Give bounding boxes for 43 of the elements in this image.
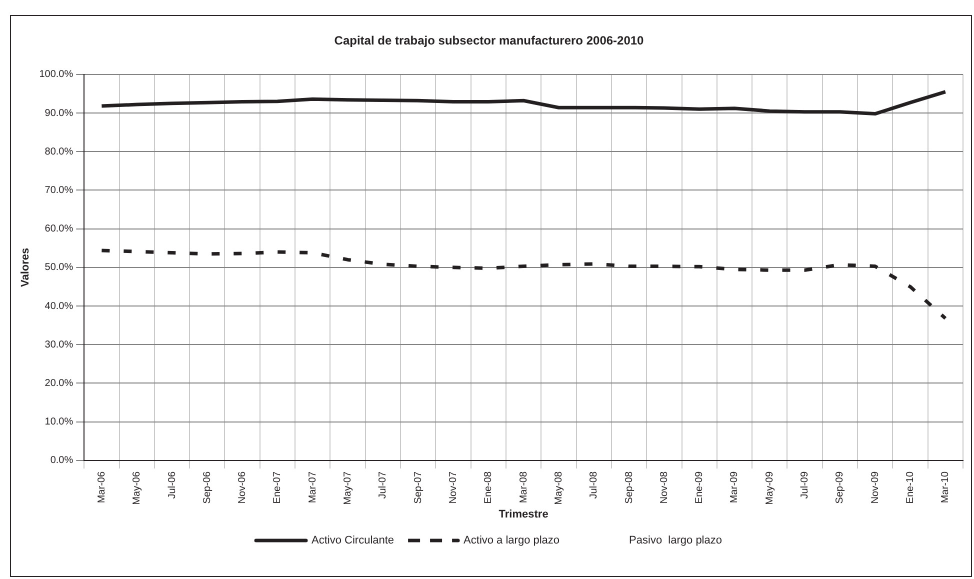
y-tick-label: 60.0% xyxy=(44,224,74,235)
y-tick-label: 0.0% xyxy=(50,455,74,466)
y-tick-label: 40.0% xyxy=(44,300,74,312)
x-tick-label: Mar-08 xyxy=(518,471,530,504)
x-tick-label: Mar-09 xyxy=(729,471,740,504)
y-tick-label: 70.0% xyxy=(44,184,74,196)
x-tick-label: May-07 xyxy=(342,471,354,505)
legend-label: Activo a largo plazo xyxy=(464,534,560,547)
x-tick-label: Sep-08 xyxy=(624,471,635,504)
x-tick-label: May-08 xyxy=(553,471,564,505)
x-tick-label: Sep-06 xyxy=(202,471,213,504)
x-tick-label: Mar-07 xyxy=(307,471,318,504)
x-tick-label: Ene-07 xyxy=(272,471,284,504)
x-tick-label: Jul-09 xyxy=(800,471,811,499)
y-tick-label: 90.0% xyxy=(44,108,74,119)
x-tick-label: Ene-09 xyxy=(694,471,706,504)
x-axis-title: Trimestre xyxy=(498,508,548,520)
y-tick-label: 10.0% xyxy=(44,416,74,428)
x-tick-label: Nov-08 xyxy=(658,471,670,504)
y-tick-label: 20.0% xyxy=(44,378,74,389)
x-tick-label: Jul-07 xyxy=(378,471,389,499)
x-tick-label: Jul-08 xyxy=(588,471,600,499)
y-axis-title: Valores xyxy=(20,248,32,287)
x-tick-label: Jul-06 xyxy=(166,471,178,499)
legend-label: Activo Circulante xyxy=(312,534,394,547)
x-tick-label: Sep-09 xyxy=(834,471,846,504)
x-tick-label: Nov-06 xyxy=(237,471,248,504)
x-tick-label: Nov-07 xyxy=(448,471,459,504)
x-tick-label: Ene-08 xyxy=(483,471,494,504)
x-tick-label: May-06 xyxy=(132,471,143,505)
line-series xyxy=(100,248,948,320)
y-tick-label: 100.0% xyxy=(39,69,74,80)
x-tick-label: Mar-10 xyxy=(940,471,952,504)
chart-title: Capital de trabajo subsector manufacturero 2006-2010 xyxy=(334,34,644,48)
y-tick-label: 50.0% xyxy=(44,262,74,274)
x-tick-label: Sep-07 xyxy=(412,471,424,504)
y-tick-label: 80.0% xyxy=(44,146,74,158)
x-tick-label: May-09 xyxy=(764,471,776,505)
x-tick-label: Mar-06 xyxy=(96,471,108,504)
text: Pasivo largo plazo xyxy=(629,534,722,547)
x-tick-label: Nov-09 xyxy=(870,471,881,504)
y-tick-label: 30.0% xyxy=(44,339,74,350)
x-tick-label: Ene-10 xyxy=(905,471,916,504)
